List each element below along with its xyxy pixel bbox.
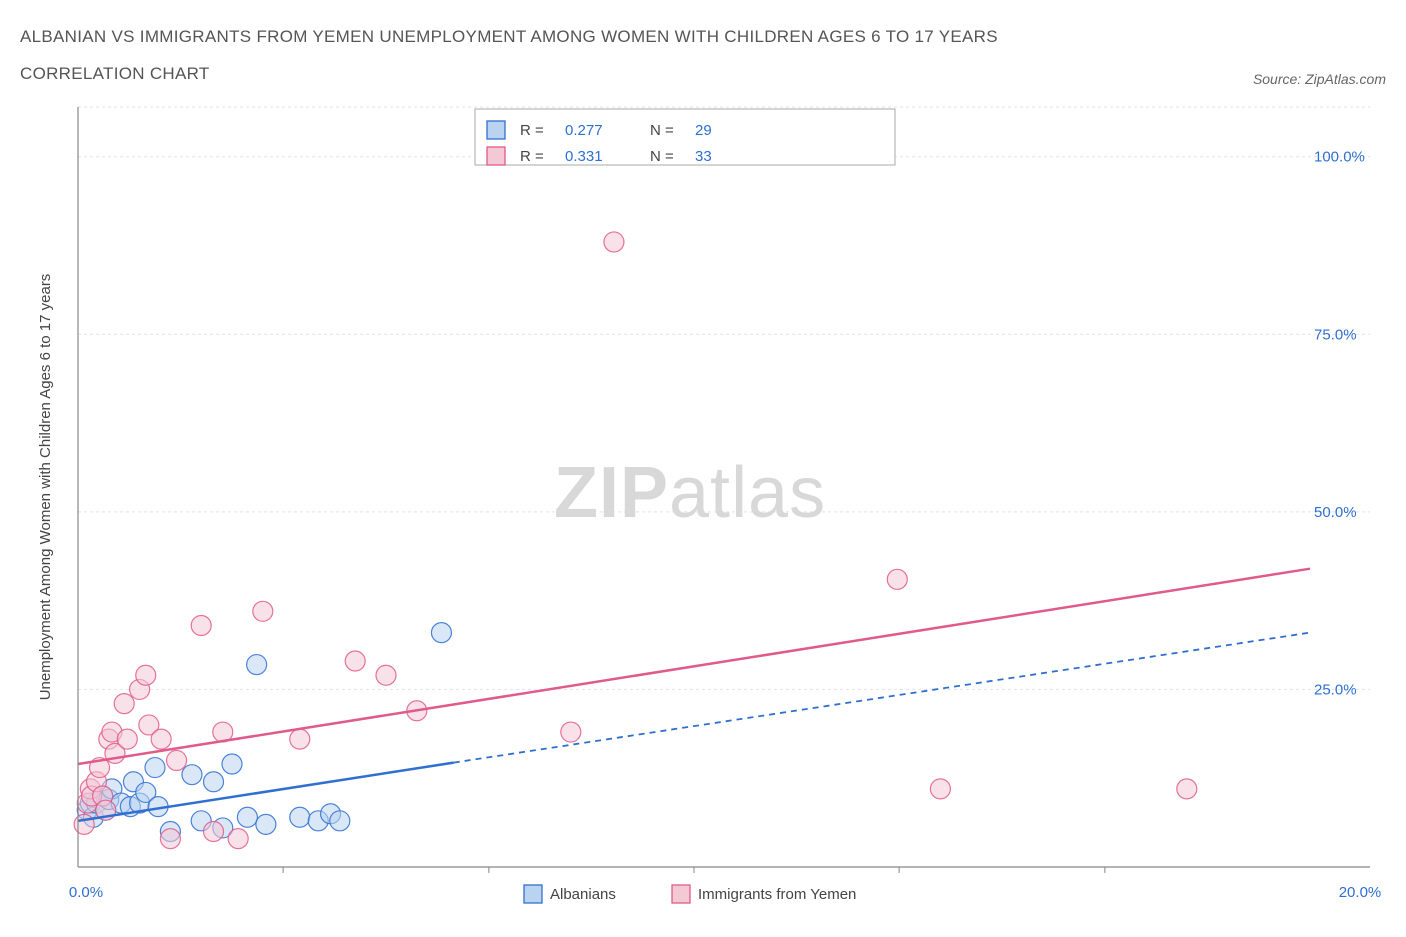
svg-text:25.0%: 25.0% [1314, 681, 1357, 698]
svg-text:50.0%: 50.0% [1314, 504, 1357, 521]
svg-text:R =: R = [520, 148, 544, 165]
chart-title: ALBANIAN VS IMMIGRANTS FROM YEMEN UNEMPL… [20, 18, 1120, 93]
svg-text:100.0%: 100.0% [1314, 149, 1365, 166]
source-attribution: Source: ZipAtlas.com [1253, 71, 1386, 87]
svg-text:0.0%: 0.0% [69, 884, 103, 901]
chart-container: ZIPatlas 0.0% 20.0% 25.0% 50.0% 75.0% 100.0% Un… [20, 97, 1386, 927]
svg-text:N =: N = [650, 122, 674, 139]
svg-text:Immigrants from Yemen: Immigrants from Yemen [698, 886, 856, 903]
svg-text:N =: N = [650, 148, 674, 165]
scatter-chart: ZIPatlas 0.0% 20.0% 25.0% 50.0% 75.0% 100.0% Un… [20, 97, 1386, 927]
svg-text:0.277: 0.277 [565, 122, 603, 139]
svg-text:0.331: 0.331 [565, 148, 603, 165]
svg-text:33: 33 [695, 148, 712, 165]
svg-text:29: 29 [695, 122, 712, 139]
svg-text:20.0%: 20.0% [1339, 884, 1382, 901]
svg-text:Unemployment Among Women with: Unemployment Among Women with Children A… [37, 273, 54, 700]
svg-text:ZIPatlas: ZIPatlas [554, 453, 826, 533]
svg-text:Albanians: Albanians [550, 886, 616, 903]
svg-text:R =: R = [520, 122, 544, 139]
svg-text:75.0%: 75.0% [1314, 326, 1357, 343]
